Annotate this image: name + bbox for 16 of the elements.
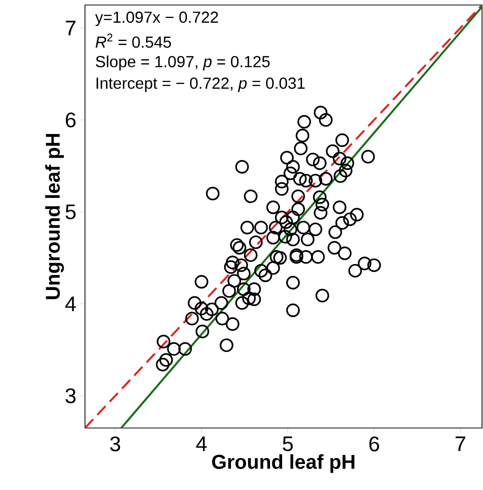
y-tick-label: 3	[66, 388, 76, 404]
x-tick-label: 7	[456, 436, 466, 451]
annotation: y=1.097x − 0.722	[95, 12, 218, 26]
x-tick-label: 5	[282, 436, 293, 452]
annotation: R$^{2}$ = 0.545	[96, 34, 171, 48]
x-tick-label: 6	[369, 436, 380, 452]
y-tick-label: 7	[66, 20, 76, 36]
annotation: Intercept = − 0.722, p = 0.031	[96, 78, 305, 92]
x-tick-label: 3	[110, 436, 120, 452]
y-tick-label: 5	[66, 204, 76, 220]
annotation: Slope = 1.097, p = 0.125	[96, 56, 270, 70]
y-tick-label: 6	[66, 112, 76, 128]
y-tick-label: 4	[65, 296, 76, 312]
x-axis-title: Ground leaf pH	[212, 454, 354, 473]
y-axis-title: Unground leaf pH	[45, 134, 64, 300]
x-tick-label: 4	[196, 436, 207, 451]
